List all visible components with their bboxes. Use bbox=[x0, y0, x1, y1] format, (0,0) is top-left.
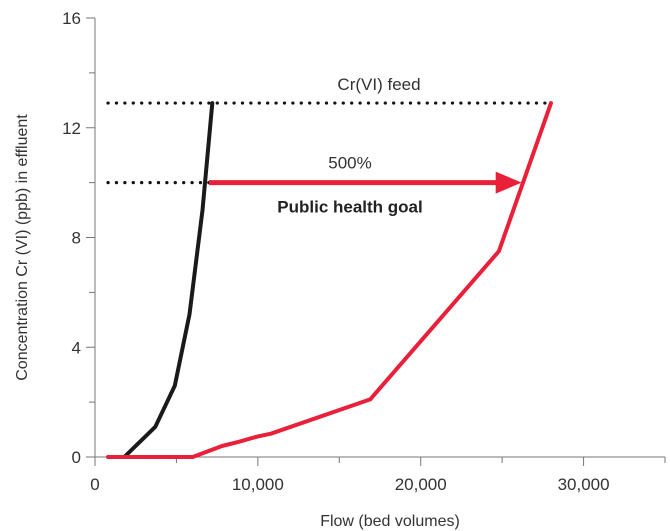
feed-label: Cr(VI) feed bbox=[337, 75, 420, 94]
y-tick-label: 0 bbox=[72, 448, 81, 467]
x-axis-title: Flow (bed volumes) bbox=[320, 513, 460, 530]
y-tick-label: 4 bbox=[72, 338, 81, 357]
x-tick-label: 10,000 bbox=[232, 475, 284, 494]
x-tick-label: 20,000 bbox=[395, 475, 447, 494]
series-lines bbox=[106, 101, 553, 459]
ticks: 0 4 8 12 16 0 10,000 20,000 30,000 bbox=[62, 9, 666, 494]
y-tick-label: 12 bbox=[62, 119, 81, 138]
y-tick-label: 8 bbox=[72, 229, 81, 248]
arrow bbox=[209, 171, 522, 194]
arrow-head bbox=[495, 171, 522, 194]
breakthrough-curve-red bbox=[106, 101, 553, 459]
percent-label: 500% bbox=[328, 154, 371, 173]
x-tick-label: 30,000 bbox=[558, 475, 610, 494]
y-axis-title: Concentration Cr (VI) (ppb) in effluent bbox=[14, 114, 31, 381]
x-tick-label: 0 bbox=[90, 475, 99, 494]
public-health-goal-label: Public health goal bbox=[277, 198, 422, 217]
reference-lines bbox=[106, 101, 553, 185]
annotations: Cr(VI) feed 500% Public health goal bbox=[277, 75, 422, 217]
y-tick-label: 16 bbox=[62, 9, 81, 28]
breakthrough-curve-black bbox=[122, 101, 215, 459]
